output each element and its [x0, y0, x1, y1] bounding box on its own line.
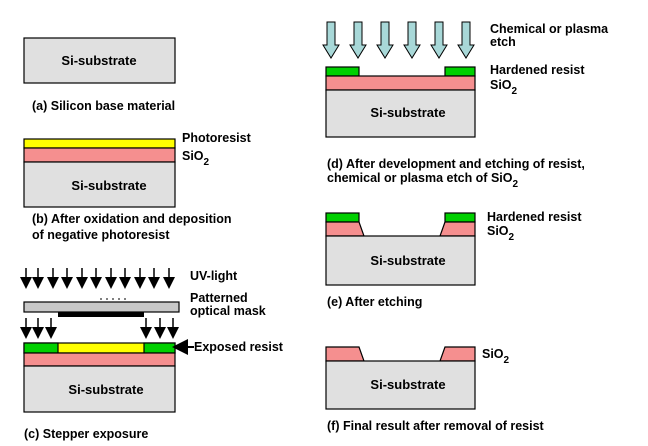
substrate-a: [23, 37, 176, 84]
mask-opaque-pattern: [58, 312, 144, 317]
hardened-resist-right-d: [444, 66, 476, 77]
optical-mask-plate: [23, 301, 180, 313]
hardened-resist-label-e: Hardened resist: [487, 210, 582, 224]
oxide-label-f: SiO2: [482, 347, 510, 366]
oxide-layer-d: [325, 75, 476, 91]
caption-b-line1: (b) After oxidation and deposition: [32, 212, 232, 226]
substrate-d: [325, 89, 476, 138]
hardened-resist-left-e: [325, 212, 360, 223]
substrate-label-f: Si-substrate: [370, 377, 445, 392]
panel-c: UV-light Patterned optical mask Si-subst…: [20, 268, 284, 441]
substrate-label-e: Si-substrate: [370, 253, 445, 268]
oxide-right-f: [439, 346, 476, 362]
substrate-e: [325, 235, 476, 286]
transmitted-uv-arrows: [20, 318, 179, 339]
etch-label-line2: etch: [490, 35, 516, 49]
oxide-layer-b: [23, 147, 176, 163]
caption-f: (f) Final result after removal of resist: [327, 419, 545, 433]
caption-a: (a) Silicon base material: [32, 99, 175, 113]
panel-a: Si-substrate (a) Silicon base material: [23, 37, 176, 113]
etch-arrows: [322, 21, 475, 59]
etch-arrow-4: [403, 21, 421, 59]
photoresist-layer-b: [23, 138, 176, 149]
etch-arrow-2: [349, 21, 367, 59]
hardened-resist-label-d: Hardened resist: [490, 63, 585, 77]
caption-d-line1: (d) After development and etching of res…: [327, 157, 585, 171]
oxide-left-e: [325, 221, 365, 237]
oxide-label-d: SiO2: [490, 78, 518, 97]
mask-label-line1: Patterned: [190, 291, 248, 305]
exposed-resist-left: [23, 342, 59, 354]
caption-c: (c) Stepper exposure: [24, 427, 148, 441]
photoresist-label: Photoresist: [182, 131, 252, 145]
substrate-c: [23, 365, 176, 413]
exposed-resist-right: [143, 342, 176, 354]
etch-arrow-1: [322, 21, 340, 59]
exposed-resist-label: Exposed resist: [194, 340, 284, 354]
caption-e: (e) After etching: [327, 295, 422, 309]
substrate-label-c: Si-substrate: [68, 382, 143, 397]
panel-f: Si-substrate SiO2 (f) Final result after…: [325, 346, 545, 433]
panel-b: Si-substrate Photoresist SiO2 (b) After …: [23, 131, 252, 242]
oxide-right-e: [439, 221, 476, 237]
oxide-label-b: SiO2: [182, 149, 210, 168]
uv-light-label: UV-light: [190, 269, 238, 283]
substrate-b: [23, 161, 176, 208]
substrate-label-a: Si-substrate: [61, 53, 136, 68]
oxide-layer-c: [23, 352, 176, 367]
etch-arrow-5: [430, 21, 448, 59]
substrate-label-b: Si-substrate: [71, 178, 146, 193]
hardened-resist-right-e: [444, 212, 476, 223]
etch-arrow-3: [376, 21, 394, 59]
hardened-resist-left-d: [325, 66, 360, 77]
substrate-f: [325, 360, 476, 410]
substrate-label-d: Si-substrate: [370, 105, 445, 120]
panel-e: Si-substrate Hardened resist SiO2 (e) Af…: [325, 210, 582, 309]
caption-d-line2: chemical or plasma etch of SiO2: [327, 171, 518, 190]
etch-arrow-6: [457, 21, 475, 59]
uv-light-arrows: [20, 268, 175, 289]
panel-d: Chemical or plasma etch Si-substrate Har…: [322, 21, 609, 190]
oxide-label-e: SiO2: [487, 224, 515, 243]
etch-label-line1: Chemical or plasma: [490, 22, 609, 36]
mask-label-line2: optical mask: [190, 304, 266, 318]
caption-b-line2: of negative photoresist: [32, 228, 170, 242]
oxide-left-f: [325, 346, 365, 362]
